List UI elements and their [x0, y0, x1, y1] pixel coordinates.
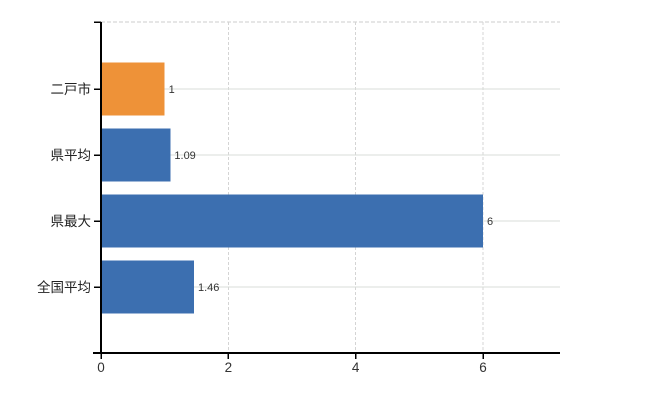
x-tick-label: 4 [352, 360, 360, 375]
category-label: 県最大 [51, 214, 92, 229]
bar-value-label: 1 [169, 84, 175, 96]
bar[interactable] [101, 260, 194, 314]
bar-value-label: 1.09 [174, 150, 195, 162]
bar[interactable] [101, 128, 171, 182]
category-label: 二戸市 [51, 81, 92, 97]
x-tick-label: 6 [479, 360, 487, 375]
x-tick-label: 0 [97, 360, 105, 375]
category-label: 全国平均 [37, 279, 91, 295]
bar-value-label: 6 [487, 216, 493, 228]
bar-value-label: 1.46 [198, 282, 219, 294]
x-tick-label: 2 [225, 360, 233, 375]
bar[interactable] [101, 194, 483, 248]
category-label: 県平均 [51, 148, 92, 163]
bar[interactable] [101, 62, 165, 116]
